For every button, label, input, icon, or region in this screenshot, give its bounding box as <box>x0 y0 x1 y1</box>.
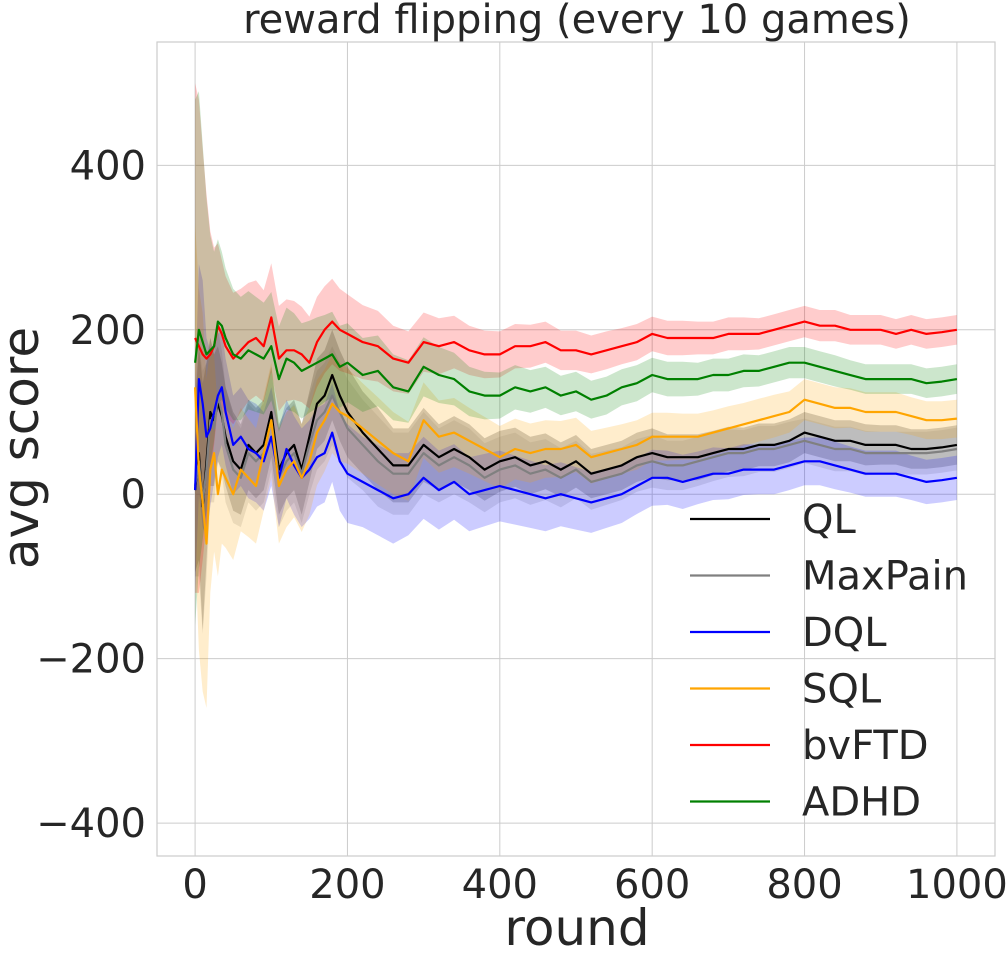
legend-label-adhd: ADHD <box>802 780 921 826</box>
legend-label-sql: SQL <box>802 667 882 713</box>
x-tick-label: 600 <box>614 862 690 908</box>
y-tick-label: 0 <box>121 472 146 518</box>
y-tick-label: 400 <box>70 143 146 189</box>
plot-area <box>156 41 996 857</box>
series-line-ql <box>194 373 958 508</box>
band-adhd <box>195 91 957 626</box>
band-sql <box>195 222 957 708</box>
band-ql <box>195 329 957 630</box>
y-tick-label: −200 <box>36 637 146 683</box>
x-axis-label: round <box>504 899 649 957</box>
y-tick-label: 200 <box>70 308 146 354</box>
series-line-bvftd <box>194 316 958 364</box>
x-tick-label: 400 <box>462 862 538 908</box>
y-tick-label: −400 <box>36 801 146 847</box>
legend-label-dql: DQL <box>802 610 887 656</box>
series-line-sql <box>194 387 958 545</box>
x-tick-label: 800 <box>766 862 842 908</box>
legend-label-maxpain: MaxPain <box>802 554 968 600</box>
band-maxpain <box>195 329 957 634</box>
x-tick-label: 1000 <box>906 862 1007 908</box>
series-line-maxpain <box>194 394 958 504</box>
y-axis-label: avg score <box>0 327 50 569</box>
legend-label-ql: QL <box>802 497 856 543</box>
legend-label-bvftd: bvFTD <box>802 723 929 769</box>
series-line-dql <box>194 378 958 504</box>
chart-title: reward flipping (every 10 games) <box>243 0 911 43</box>
series-line-adhd <box>194 320 958 401</box>
x-tick-label: 0 <box>182 862 207 908</box>
plot-frame <box>156 41 996 857</box>
x-tick-label: 200 <box>309 862 385 908</box>
band-dql <box>195 264 957 589</box>
band-bvftd <box>195 83 957 593</box>
